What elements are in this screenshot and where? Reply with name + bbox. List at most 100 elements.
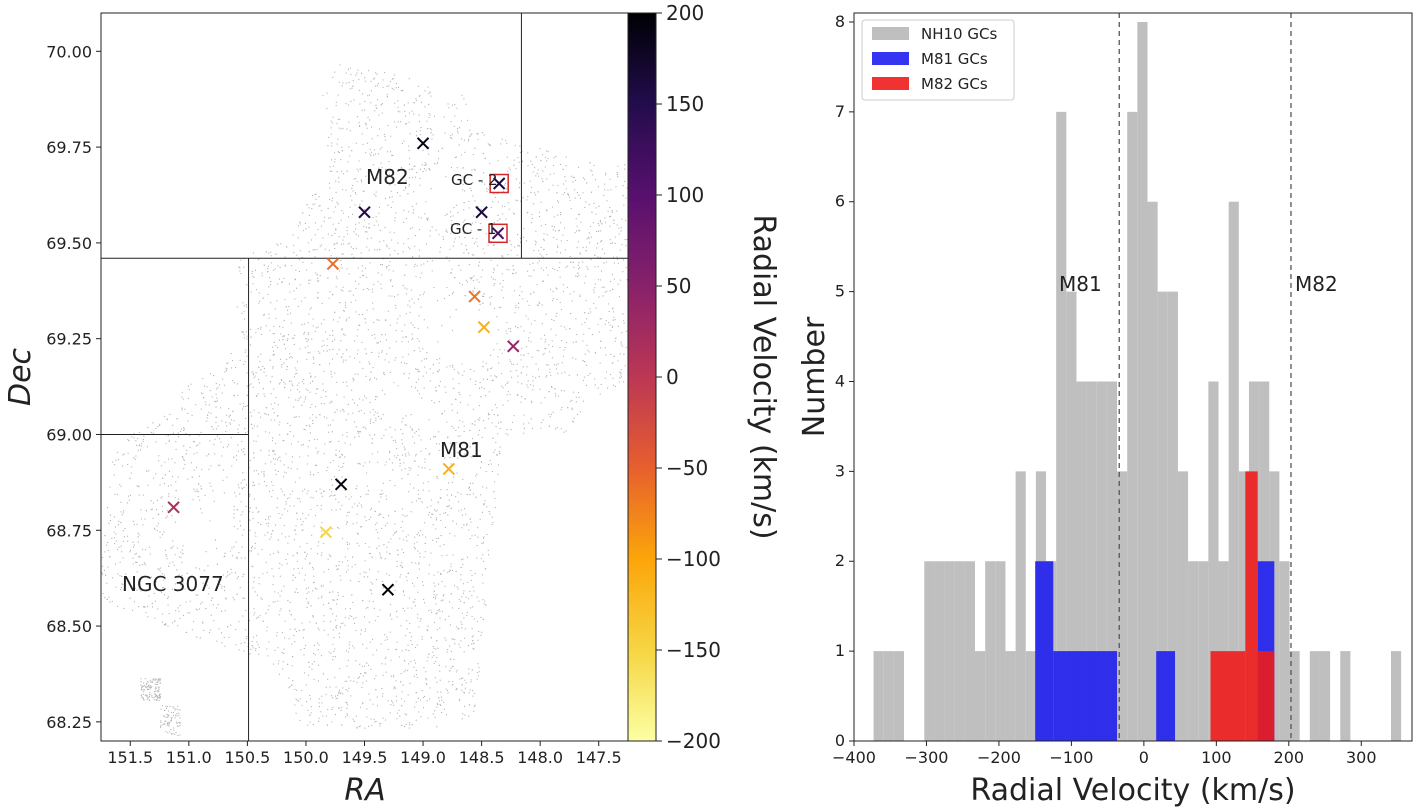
survey-source-dot bbox=[380, 513, 382, 515]
survey-source-dot bbox=[298, 572, 300, 574]
survey-source-dot bbox=[424, 458, 426, 460]
survey-source-dot bbox=[191, 476, 193, 478]
survey-source-dot bbox=[338, 527, 340, 529]
survey-source-dot bbox=[384, 176, 386, 178]
survey-source-dot bbox=[558, 229, 560, 231]
survey-source-dot bbox=[620, 341, 622, 343]
survey-source-dot bbox=[471, 669, 473, 671]
survey-source-dot bbox=[600, 383, 602, 385]
survey-source-dot bbox=[471, 254, 473, 256]
survey-source-dot bbox=[523, 354, 525, 356]
survey-source-dot bbox=[608, 322, 610, 324]
survey-source-dot bbox=[298, 629, 300, 631]
survey-source-dot bbox=[486, 487, 488, 489]
survey-source-dot bbox=[298, 271, 300, 273]
survey-source-dot bbox=[428, 153, 430, 155]
survey-source-dot bbox=[593, 164, 595, 166]
survey-source-dot bbox=[489, 144, 491, 146]
survey-source-dot bbox=[611, 325, 613, 327]
survey-source-dot bbox=[461, 559, 463, 561]
survey-source-dot bbox=[405, 123, 407, 125]
survey-source-dot bbox=[209, 520, 211, 522]
survey-source-dot bbox=[369, 420, 371, 422]
survey-source-dot bbox=[144, 564, 146, 566]
survey-source-dot bbox=[357, 677, 359, 679]
survey-source-dot bbox=[426, 700, 428, 702]
survey-source-dot bbox=[466, 524, 468, 526]
survey-source-dot bbox=[210, 485, 212, 487]
survey-source-dot bbox=[401, 443, 403, 445]
survey-source-dot bbox=[237, 484, 239, 486]
survey-source-dot bbox=[288, 306, 290, 308]
survey-source-dot bbox=[136, 523, 138, 525]
survey-source-dot bbox=[374, 77, 376, 79]
survey-source-dot bbox=[560, 325, 562, 327]
survey-source-dot bbox=[195, 404, 197, 406]
survey-source-dot bbox=[380, 643, 382, 645]
survey-source-dot bbox=[465, 682, 467, 684]
survey-source-dot bbox=[152, 422, 154, 424]
survey-source-dot bbox=[309, 621, 311, 623]
survey-source-dot bbox=[121, 583, 123, 585]
survey-source-dot bbox=[565, 165, 567, 167]
survey-source-dot bbox=[391, 618, 393, 620]
survey-source-dot bbox=[370, 151, 372, 153]
survey-source-dot bbox=[440, 489, 442, 491]
survey-source-dot bbox=[389, 480, 391, 482]
survey-source-dot bbox=[381, 147, 383, 149]
survey-source-dot bbox=[385, 671, 387, 673]
survey-source-dot bbox=[121, 551, 123, 553]
survey-source-dot bbox=[430, 95, 432, 97]
survey-source-dot bbox=[485, 233, 487, 235]
survey-source-dot bbox=[428, 103, 430, 105]
survey-source-dot bbox=[439, 679, 441, 681]
survey-source-dot bbox=[319, 414, 321, 416]
survey-source-dot bbox=[199, 608, 201, 610]
survey-source-dot bbox=[318, 720, 320, 722]
survey-source-dot bbox=[571, 409, 573, 411]
survey-source-dot bbox=[501, 256, 503, 258]
survey-source-dot bbox=[294, 367, 296, 369]
survey-source-dot bbox=[201, 468, 203, 470]
survey-source-dot bbox=[495, 442, 497, 444]
survey-source-dot bbox=[527, 270, 529, 272]
survey-source-dot bbox=[406, 580, 408, 582]
survey-source-dot bbox=[572, 341, 574, 343]
survey-source-dot bbox=[293, 634, 295, 636]
survey-source-dot bbox=[519, 182, 521, 184]
survey-source-dot bbox=[463, 602, 465, 604]
survey-source-dot bbox=[364, 543, 366, 545]
survey-source-dot bbox=[528, 304, 530, 306]
survey-source-dot bbox=[417, 697, 419, 699]
survey-source-dot bbox=[408, 246, 410, 248]
survey-source-dot bbox=[146, 694, 148, 696]
survey-source-dot bbox=[336, 697, 338, 699]
survey-source-dot bbox=[337, 526, 339, 528]
survey-source-dot bbox=[275, 458, 277, 460]
survey-source-dot bbox=[262, 573, 264, 575]
survey-source-dot bbox=[157, 608, 159, 610]
survey-source-dot bbox=[200, 431, 202, 433]
survey-source-dot bbox=[490, 241, 492, 243]
survey-source-dot bbox=[438, 234, 440, 236]
survey-source-dot bbox=[280, 488, 282, 490]
survey-source-dot bbox=[535, 363, 537, 365]
survey-source-dot bbox=[313, 438, 315, 440]
survey-source-dot bbox=[579, 213, 581, 215]
survey-source-dot bbox=[356, 181, 358, 183]
survey-source-dot bbox=[543, 238, 545, 240]
survey-source-dot bbox=[414, 646, 416, 648]
survey-source-dot bbox=[302, 230, 304, 232]
survey-source-dot bbox=[610, 281, 612, 283]
survey-source-dot bbox=[334, 656, 336, 658]
survey-source-dot bbox=[266, 648, 268, 650]
survey-source-dot bbox=[224, 590, 226, 592]
survey-source-dot bbox=[461, 527, 463, 529]
survey-source-dot bbox=[258, 412, 260, 414]
survey-source-dot bbox=[164, 624, 166, 626]
survey-source-dot bbox=[233, 513, 235, 515]
survey-source-dot bbox=[540, 427, 542, 429]
survey-source-dot bbox=[202, 392, 204, 394]
survey-source-dot bbox=[535, 243, 537, 245]
survey-source-dot bbox=[291, 461, 293, 463]
